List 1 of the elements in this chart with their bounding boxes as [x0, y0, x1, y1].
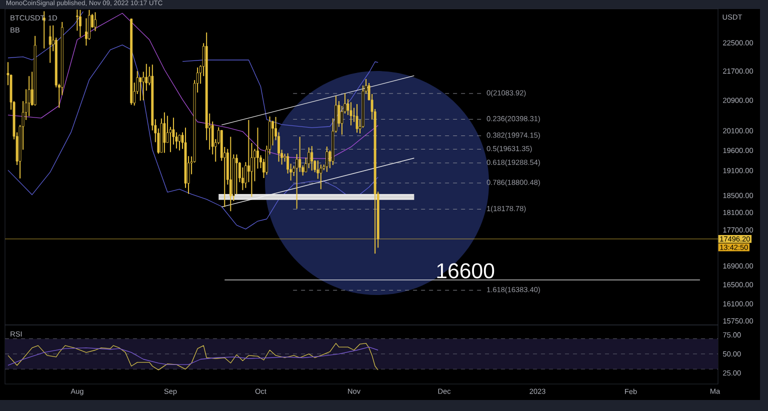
annotation: 16600	[437, 263, 494, 278]
